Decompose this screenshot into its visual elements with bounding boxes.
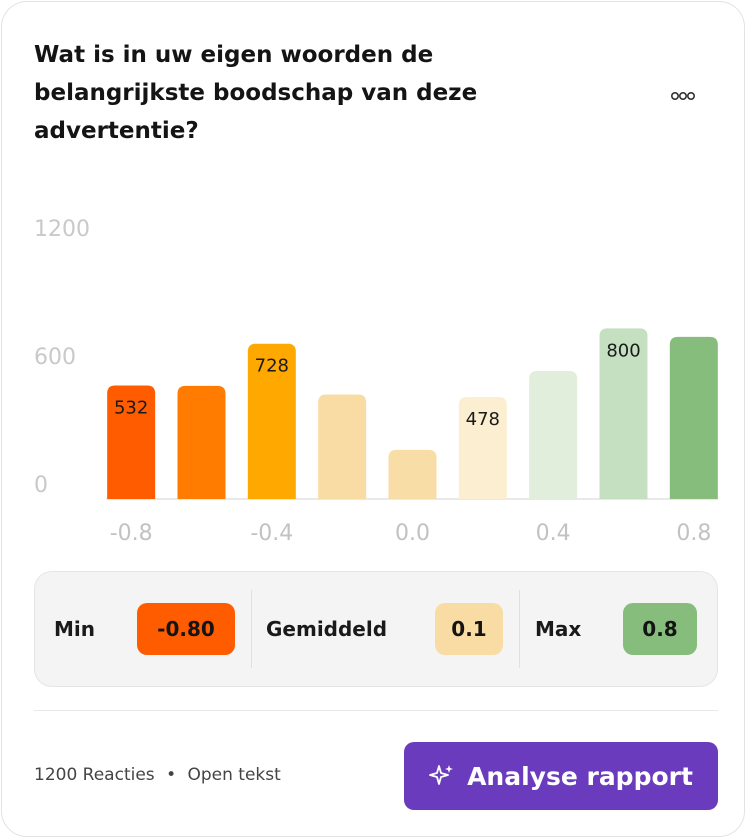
- dot-separator: •: [166, 765, 177, 785]
- more-menu[interactable]: [670, 90, 696, 102]
- bar: [318, 394, 367, 499]
- x-tick-label: 0.4: [536, 521, 571, 546]
- value-label: 800: [606, 340, 640, 361]
- value-label: 478: [466, 409, 500, 430]
- separator: [519, 590, 520, 668]
- chart: 0 600 1200 -0.8 -0.4 0.0 0.4 0.8 532 728 478 800: [34, 217, 718, 546]
- divider: [34, 710, 718, 711]
- stat-label: Min: [54, 617, 95, 641]
- bar: [669, 336, 718, 499]
- stat-value: 0.8: [623, 603, 697, 655]
- stat-label: Max: [535, 617, 582, 641]
- value-label: 532: [114, 398, 148, 419]
- y-tick-label: 1200: [34, 217, 90, 242]
- y-tick-label: 0: [34, 473, 48, 498]
- question-kind: Open tekst: [187, 765, 281, 785]
- bar: [388, 449, 437, 499]
- response-count: 1200 Reacties: [34, 765, 155, 785]
- stat-value: -0.80: [137, 603, 235, 655]
- button-label: Analyse rapport: [467, 761, 693, 791]
- stat: Max 0.8: [519, 572, 719, 686]
- bar: [458, 397, 507, 499]
- stat: Gemiddeld 0.1: [251, 572, 519, 686]
- x-tick-label: -0.4: [250, 521, 293, 546]
- separator: [251, 590, 252, 668]
- bar: [599, 328, 648, 499]
- bar: [107, 385, 156, 499]
- bar: [177, 385, 226, 499]
- stats-panel: Min -0.80 Gemiddeld 0.1 Max 0.8: [34, 571, 718, 687]
- value-label: 728: [255, 356, 289, 377]
- stat: Min -0.80: [35, 572, 251, 686]
- footer-meta: 1200 Reacties • Open tekst: [34, 765, 281, 785]
- sparkle-icon: [429, 765, 454, 785]
- x-tick-label: -0.8: [110, 521, 153, 546]
- y-tick-label: 600: [34, 345, 76, 370]
- stat-value: 0.1: [435, 603, 503, 655]
- x-tick-label: 0.8: [676, 521, 711, 546]
- analyse-button[interactable]: Analyse rapport: [404, 742, 718, 810]
- bar: [247, 343, 296, 499]
- stat-label: Gemiddeld: [266, 617, 388, 641]
- x-tick-label: 0.0: [395, 521, 430, 546]
- question-title: Wat is in uw eigen woorden de belangrijk…: [34, 42, 478, 144]
- bar: [529, 371, 578, 499]
